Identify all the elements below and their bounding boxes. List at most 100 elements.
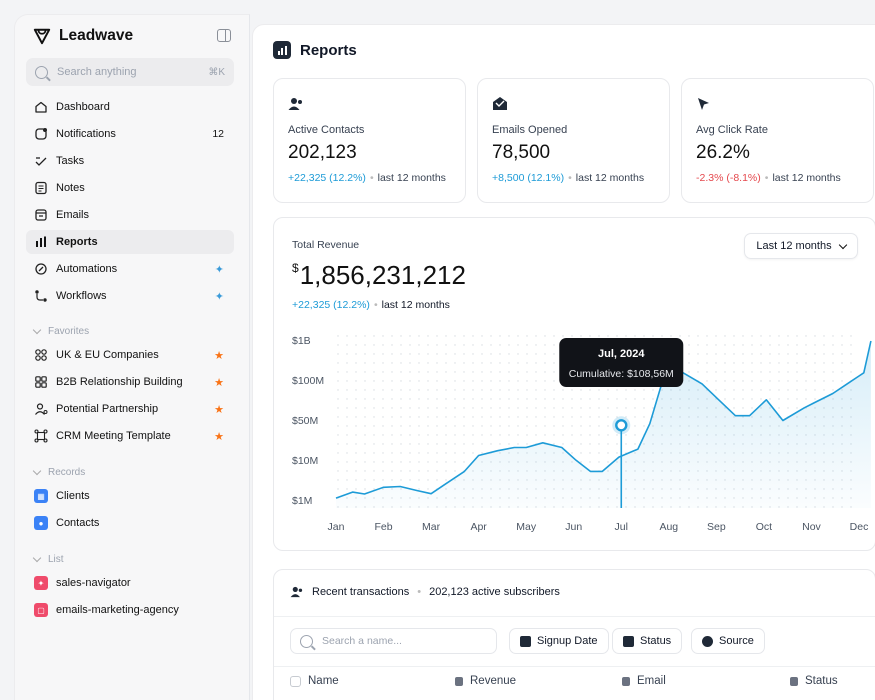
list-icon: ✦	[34, 576, 48, 590]
favorite-item[interactable]: UK & EU Companies ★	[26, 343, 234, 367]
list-icon: ▢	[34, 603, 48, 617]
chevron-down-icon	[838, 240, 847, 249]
list-item-emails-marketing-agency[interactable]: ▢ emails-marketing-agency	[26, 598, 234, 622]
email-column-icon	[622, 676, 630, 686]
bell-icon	[34, 127, 48, 141]
section-label: List	[48, 554, 64, 565]
nav-item-emails[interactable]: Emails	[26, 203, 234, 227]
contacts-icon	[288, 98, 302, 110]
column-label: Status	[805, 675, 838, 687]
nav-label: Emails	[56, 209, 90, 221]
favorite-item[interactable]: B2B Relationship Building ★	[26, 370, 234, 394]
star-icon[interactable]: ★	[214, 403, 224, 416]
tooltip-title: Jul, 2024	[598, 348, 645, 360]
status-icon	[623, 635, 634, 647]
brand[interactable]: Leadwave	[33, 27, 133, 45]
collapse-sidebar-icon[interactable]	[217, 29, 231, 42]
stat-label: Active Contacts	[288, 124, 365, 136]
filter-signup-date-button[interactable]: Signup Date	[509, 628, 609, 654]
chevron-down-icon	[32, 466, 42, 476]
revenue-label: Total Revenue	[292, 239, 360, 251]
records-item-contacts[interactable]: ● Contacts	[26, 511, 234, 535]
home-icon	[34, 100, 48, 114]
source-icon	[702, 635, 713, 647]
check-icon	[34, 154, 48, 168]
stat-card-avg-click-rate[interactable]: Avg Click Rate 26.2% -2.3% (-8.1%) • last …	[681, 78, 874, 203]
status-column-icon	[790, 676, 798, 686]
app-name: Leadwave	[59, 27, 134, 44]
list-label: emails-marketing-agency	[56, 604, 179, 616]
period-select[interactable]: Last 12 months	[744, 233, 858, 259]
records-item-clients[interactable]: ▦ Clients	[26, 484, 234, 508]
transactions-search-input[interactable]: Search a name...	[290, 628, 497, 654]
stat-label: Avg Click Rate	[696, 124, 768, 136]
nav-item-automations[interactable]: Automations ✦	[26, 257, 234, 281]
x-tick-label: Feb	[374, 521, 392, 533]
column-header-revenue[interactable]: Revenue	[455, 675, 516, 687]
nav-item-tasks[interactable]: Tasks	[26, 149, 234, 173]
nav-label: Reports	[56, 236, 98, 248]
users-icon	[290, 586, 303, 598]
star-icon[interactable]: ★	[214, 349, 224, 362]
filter-label: Source	[719, 635, 754, 647]
nav-item-workflows[interactable]: Workflows ✦	[26, 284, 234, 308]
filter-source-button[interactable]: Source	[691, 628, 765, 654]
nav-item-dashboard[interactable]: Dashboard	[26, 95, 234, 119]
revenue-chart[interactable]: $1B $100M $50M $10M $1M Jan Feb Mar Apr May Jun Jul…	[274, 218, 875, 552]
nav-label: Dashboard	[56, 101, 110, 113]
x-tick-label: Jan	[328, 521, 345, 533]
y-tick-label: $10M	[292, 455, 318, 467]
inbox-icon	[34, 208, 48, 222]
list-item-sales-navigator[interactable]: ✦ sales-navigator	[26, 571, 234, 595]
favorite-item[interactable]: Potential Partnership ★	[26, 397, 234, 421]
column-label: Revenue	[470, 675, 517, 687]
star-icon[interactable]: ★	[214, 376, 224, 389]
calendar-icon	[520, 635, 531, 647]
transactions-search-placeholder: Search a name...	[322, 635, 402, 647]
nav-item-notes[interactable]: Notes	[26, 176, 234, 200]
nav-label: Tasks	[56, 155, 85, 167]
nav-item-reports[interactable]: Reports	[26, 230, 234, 254]
x-tick-label: Sep	[707, 521, 726, 533]
column-header-email[interactable]: Email	[622, 675, 666, 687]
revenue-line	[335, 340, 872, 499]
sidebar-search[interactable]: Search anything ⌘K	[26, 58, 234, 86]
stat-delta-value: +22,325 (12.2%)	[288, 172, 366, 184]
stat-period: last 12 months	[772, 172, 841, 184]
stat-delta-value: +8,500 (12.1%)	[492, 172, 565, 184]
stat-card-emails-opened[interactable]: Emails Opened 78,500 +8,500 (12.1%) • last…	[477, 78, 670, 203]
filter-status-button[interactable]: Status	[612, 628, 683, 654]
stat-value: 202,123	[288, 142, 357, 163]
x-tick-label: May	[516, 521, 537, 533]
template-icon	[34, 429, 48, 443]
nav-label: Workflows	[56, 290, 107, 302]
nav-label: Notes	[56, 182, 85, 194]
select-all-checkbox[interactable]	[290, 675, 301, 687]
y-tick-label: $50M	[292, 415, 318, 427]
grid-icon	[34, 375, 48, 389]
column-header-status[interactable]: Status	[790, 675, 838, 687]
star-icon[interactable]: ★	[214, 430, 224, 443]
favorite-label: UK & EU Companies	[56, 349, 159, 361]
stat-delta: -2.3% (-8.1%) • last 12 months	[696, 172, 841, 184]
transactions-card: Recent transactions • 202,123 active sub…	[273, 569, 875, 700]
nav-item-notifications[interactable]: Notifications 12	[26, 122, 234, 146]
mail-open-icon	[493, 97, 507, 110]
hover-point	[615, 419, 628, 432]
search-icon	[35, 65, 48, 79]
list-section-toggle[interactable]: List	[32, 553, 64, 565]
filter-label: Status	[640, 635, 672, 647]
x-tick-label: Jun	[565, 521, 582, 533]
records-label: Contacts	[56, 517, 100, 529]
transactions-title: Recent transactions	[312, 586, 410, 598]
workflow-icon	[34, 289, 48, 303]
favorites-section-toggle[interactable]: Favorites	[32, 325, 89, 337]
records-section-toggle[interactable]: Records	[32, 466, 85, 478]
records-label: Clients	[56, 490, 90, 502]
chevron-down-icon	[32, 553, 42, 563]
revenue-value: $1,856,231,212	[292, 260, 466, 291]
column-header-name[interactable]: Name	[290, 675, 339, 687]
search-shortcut: ⌘K	[208, 66, 225, 78]
stat-card-active-contacts[interactable]: Active Contacts 202,123 +22,325 (12.2%) •…	[273, 78, 466, 203]
favorite-item[interactable]: CRM Meeting Template ★	[26, 424, 234, 448]
